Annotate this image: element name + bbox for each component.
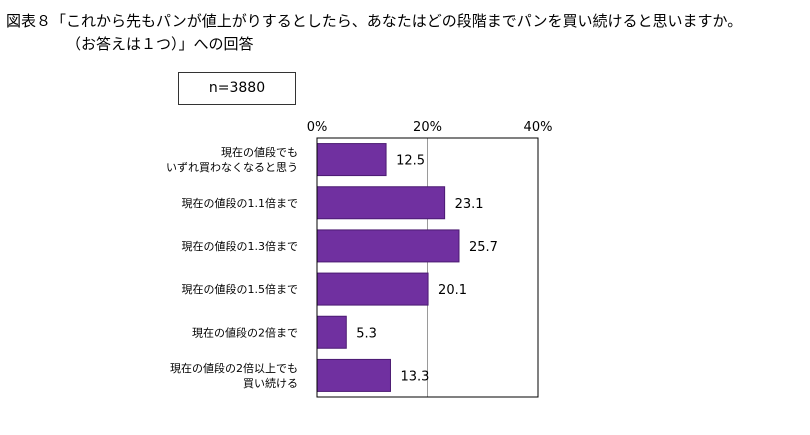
category-label-1-line-1: 現在の値段でも (221, 145, 298, 159)
x-tick-label-1: 0% (307, 120, 328, 135)
bar-3 (316, 229, 460, 263)
x-tick-label-2: 20% (413, 120, 442, 135)
bar-value-label-5: 5.3 (356, 326, 377, 341)
bar-1 (316, 143, 387, 177)
category-label-1-line-2: いずれ買わなくなると思う (166, 161, 298, 174)
category-label-3-line-1: 現在の値段の1.3倍まで (182, 239, 299, 253)
bar-value-label-1: 12.5 (396, 154, 425, 169)
sample-size-box: n=3880 (178, 72, 296, 105)
bar-value-label-6: 13.3 (400, 369, 429, 384)
bar-4 (316, 272, 429, 306)
bar-value-label-3: 25.7 (469, 240, 498, 255)
category-label-6-line-2: 買い続ける (243, 376, 298, 390)
plot-frame (316, 137, 539, 398)
chart-title-line-1: 図表８「これから先もパンが値上がりするとしたら、あなたはどの段階までパンを買い続… (6, 12, 743, 30)
bar-5 (316, 315, 347, 349)
chart-title-line-2: （お答えは１つ）」への回答 (66, 35, 254, 53)
bar-6 (316, 358, 391, 392)
bar-value-label-2: 23.1 (455, 197, 484, 212)
bar-value-label-4: 20.1 (438, 283, 467, 298)
category-label-4-line-1: 現在の値段の1.5倍まで (182, 282, 299, 296)
category-label-5-line-1: 現在の値段の2倍まで (192, 325, 298, 339)
x-tick-label-3: 40% (524, 120, 553, 135)
bar-2 (316, 186, 446, 220)
category-label-2-line-1: 現在の値段の1.1倍まで (182, 196, 299, 210)
category-label-6-line-1: 現在の値段の2倍以上でも (170, 361, 298, 375)
